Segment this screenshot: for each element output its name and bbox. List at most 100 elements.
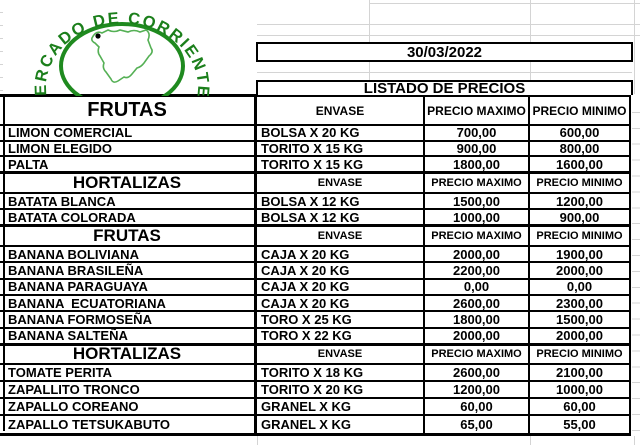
precio-maximo-cell[interactable]: 2600,00 bbox=[425, 364, 530, 380]
envase-cell[interactable]: CAJA X 20 KG bbox=[257, 279, 425, 294]
category-header-frutas[interactable]: FRUTAS bbox=[0, 227, 257, 246]
precio-minimo-cell[interactable]: 1200,00 bbox=[556, 194, 603, 209]
category-header-hortalizas[interactable]: HORTALIZAS bbox=[0, 174, 257, 193]
precio-maximo-cell[interactable]: 0,00 bbox=[425, 279, 530, 294]
product-cell[interactable]: BANANA FORMOSEÑA bbox=[0, 312, 257, 327]
column-header-precio-minimo[interactable]: PRECIO MINIMO bbox=[536, 177, 623, 190]
precio-minimo-cell[interactable]: 1900,00 bbox=[556, 247, 603, 262]
table-row: ZAPALLO TETSUKABUTO GRANEL X KG 65,00 55… bbox=[0, 415, 629, 433]
envase-cell[interactable]: TORO X 25 KG bbox=[257, 312, 425, 327]
precio-minimo-cell[interactable]: 900,00 bbox=[559, 210, 600, 225]
table-row: BANANA PARAGUAYA CAJA X 20 KG 0,00 0,00 bbox=[0, 279, 629, 296]
gridline bbox=[369, 62, 370, 80]
column-header-envase[interactable]: ENVASE bbox=[257, 97, 425, 124]
column-header-precio-maximo[interactable]: PRECIO MAXIMO bbox=[425, 227, 530, 246]
envase-cell[interactable]: CAJA X 20 KG bbox=[257, 247, 425, 262]
table-row: BANANA FORMOSEÑA TORO X 25 KG 1800,00 15… bbox=[0, 312, 629, 329]
precio-minimo-cell[interactable]: 2000,00 bbox=[556, 328, 603, 343]
precio-minimo-cell[interactable]: 55,00 bbox=[563, 416, 596, 432]
logo-ring bbox=[59, 22, 185, 96]
product-cell[interactable]: BANANA SALTEÑA bbox=[0, 328, 257, 343]
table-row: LIMON COMERCIAL BOLSA X 20 KG 700,00 600… bbox=[0, 126, 629, 142]
product-cell[interactable]: LIMON ELEGIDO bbox=[0, 141, 257, 156]
precio-minimo-cell[interactable]: 2100,00 bbox=[556, 364, 603, 380]
gridline-strip bbox=[632, 97, 640, 431]
precio-maximo-cell[interactable]: 65,00 bbox=[425, 415, 530, 433]
product-cell[interactable]: BATATA BLANCA bbox=[0, 194, 257, 209]
precio-minimo-cell[interactable]: 1500,00 bbox=[556, 312, 603, 327]
precio-maximo-cell[interactable]: 1200,00 bbox=[425, 381, 530, 397]
column-header-precio-minimo[interactable]: PRECIO MINIMO bbox=[532, 103, 627, 118]
envase-cell[interactable]: BOLSA X 12 KG bbox=[257, 210, 425, 225]
map-capital-dot bbox=[95, 33, 101, 39]
precio-minimo-cell[interactable]: 60,00 bbox=[563, 398, 596, 414]
column-header-precio-maximo[interactable]: PRECIO MAXIMO bbox=[425, 97, 530, 124]
gridline bbox=[0, 25, 3, 26]
product-cell[interactable]: ZAPALLO COREANO bbox=[0, 398, 257, 414]
mercado-de-corrientes-logo: MERCADO DE CORRIENTES bbox=[10, 0, 210, 96]
precio-minimo-cell[interactable]: 1000,00 bbox=[556, 381, 603, 397]
envase-cell[interactable]: TORITO X 15 KG bbox=[257, 157, 425, 172]
precio-maximo-cell[interactable]: 2200,00 bbox=[425, 263, 530, 278]
precio-maximo-cell[interactable]: 1500,00 bbox=[425, 194, 530, 209]
table-row: BANANA SALTEÑA TORO X 22 KG 2000,00 2000… bbox=[0, 328, 629, 345]
envase-cell[interactable]: TORO X 22 KG bbox=[257, 328, 425, 343]
product-cell[interactable]: TOMATE PERITA bbox=[0, 364, 257, 380]
precio-maximo-cell[interactable]: 60,00 bbox=[425, 398, 530, 414]
date-cell[interactable]: 30/03/2022 bbox=[256, 42, 633, 62]
precio-maximo-cell[interactable]: 2600,00 bbox=[425, 295, 530, 311]
corrientes-map-outline bbox=[91, 29, 153, 83]
precio-minimo-cell[interactable]: 2300,00 bbox=[556, 295, 603, 311]
product-cell[interactable]: ZAPALLITO TRONCO bbox=[0, 381, 257, 397]
precio-maximo-cell[interactable]: 900,00 bbox=[425, 141, 530, 156]
product-cell[interactable]: BANANA ECUATORIANA bbox=[0, 295, 257, 311]
precio-maximo-cell[interactable]: 2000,00 bbox=[425, 328, 530, 343]
price-list-title-cell[interactable]: LISTADO DE PRECIOS bbox=[256, 80, 633, 96]
category-header-frutas[interactable]: FRUTAS bbox=[0, 97, 257, 124]
envase-cell[interactable]: BOLSA X 12 KG bbox=[257, 194, 425, 209]
section-header-row: FRUTAS ENVASE PRECIO MAXIMO PRECIO MINIM… bbox=[0, 226, 629, 248]
product-cell[interactable]: PALTA bbox=[0, 157, 257, 172]
envase-cell[interactable]: GRANEL X KG bbox=[257, 398, 425, 414]
gridline bbox=[530, 0, 531, 42]
product-cell[interactable]: BATATA COLORADA bbox=[0, 210, 257, 225]
column-header-precio-maximo[interactable]: PRECIO MAXIMO bbox=[425, 174, 530, 193]
column-header-envase[interactable]: ENVASE bbox=[257, 174, 425, 193]
envase-cell[interactable]: TORITO X 20 KG bbox=[257, 381, 425, 397]
envase-cell[interactable]: GRANEL X KG bbox=[257, 415, 425, 433]
product-cell[interactable]: ZAPALLO TETSUKABUTO bbox=[0, 415, 257, 433]
column-header-precio-minimo[interactable]: PRECIO MINIMO bbox=[536, 348, 623, 361]
product-cell[interactable]: LIMON COMERCIAL bbox=[0, 126, 257, 140]
section-header-row: FRUTAS ENVASE PRECIO MAXIMO PRECIO MINIM… bbox=[0, 97, 629, 126]
envase-cell[interactable]: CAJA X 20 KG bbox=[257, 295, 425, 311]
precio-maximo-cell[interactable]: 1000,00 bbox=[425, 210, 530, 225]
column-header-precio-minimo[interactable]: PRECIO MINIMO bbox=[536, 230, 623, 243]
envase-cell[interactable]: TORITO X 18 KG bbox=[257, 364, 425, 380]
precio-minimo-cell[interactable]: 2000,00 bbox=[556, 263, 603, 278]
precio-minimo-cell[interactable]: 1600,00 bbox=[556, 157, 603, 172]
precio-maximo-cell[interactable]: 2000,00 bbox=[425, 247, 530, 262]
gridline bbox=[530, 436, 531, 445]
envase-cell[interactable]: BOLSA X 20 KG bbox=[257, 126, 425, 140]
column-header-envase[interactable]: ENVASE bbox=[257, 345, 425, 363]
precio-minimo-cell[interactable]: 0,00 bbox=[566, 279, 593, 294]
product-cell[interactable]: BANANA PARAGUAYA bbox=[0, 279, 257, 294]
table-row: ZAPALLO COREANO GRANEL X KG 60,00 60,00 bbox=[0, 398, 629, 416]
precio-maximo-cell[interactable]: 1800,00 bbox=[425, 157, 530, 172]
category-header-hortalizas[interactable]: HORTALIZAS bbox=[0, 345, 257, 363]
section-header-row: HORTALIZAS ENVASE PRECIO MAXIMO PRECIO M… bbox=[0, 173, 629, 195]
precio-minimo-cell[interactable]: 600,00 bbox=[559, 126, 600, 140]
envase-cell[interactable]: TORITO X 15 KG bbox=[257, 141, 425, 156]
gridline bbox=[634, 436, 635, 445]
table-row: ZAPALLITO TRONCO TORITO X 20 KG 1200,00 … bbox=[0, 381, 629, 399]
gridline bbox=[369, 3, 640, 4]
gridline bbox=[530, 62, 531, 80]
product-cell[interactable]: BANANA BOLIVIANA bbox=[0, 247, 257, 262]
precio-minimo-cell[interactable]: 800,00 bbox=[559, 141, 600, 156]
product-cell[interactable]: BANANA BRASILEÑA bbox=[0, 263, 257, 278]
column-header-precio-maximo[interactable]: PRECIO MAXIMO bbox=[425, 345, 530, 363]
precio-maximo-cell[interactable]: 1800,00 bbox=[425, 312, 530, 327]
column-header-envase[interactable]: ENVASE bbox=[257, 227, 425, 246]
precio-maximo-cell[interactable]: 700,00 bbox=[425, 126, 530, 140]
envase-cell[interactable]: CAJA X 20 KG bbox=[257, 263, 425, 278]
